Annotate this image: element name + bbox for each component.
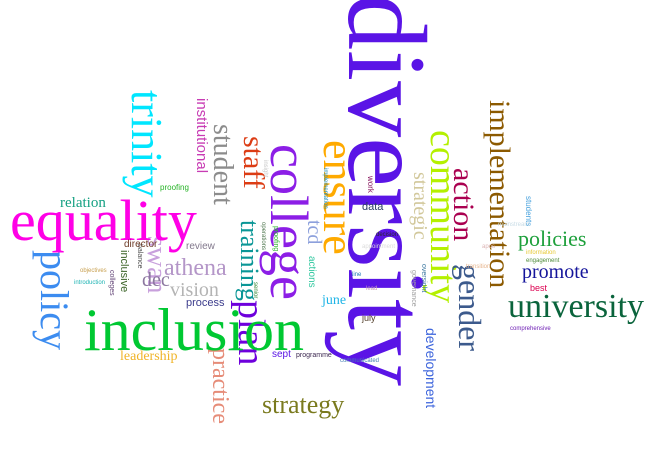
word-appointment: appointment	[362, 244, 396, 250]
word-inclusion: inclusion	[84, 297, 304, 363]
word-sept: sept	[272, 349, 291, 360]
word-actions: actions	[306, 256, 317, 288]
word-programme: programme	[296, 352, 332, 359]
word-equality: equality	[10, 188, 197, 253]
word-governance: governance	[410, 270, 417, 307]
word-relation: relation	[60, 195, 106, 211]
word-tcd: tcd	[303, 220, 325, 245]
word-best: best	[530, 283, 548, 293]
word-practice: practice	[207, 348, 233, 424]
word-gender: gender	[452, 264, 488, 352]
word-work: work	[366, 176, 375, 193]
word-athena: athena	[164, 255, 227, 281]
word-lead: lead	[366, 286, 378, 292]
word-introduction: introduction	[74, 280, 106, 286]
word-insight: insight	[262, 160, 268, 178]
word-objectives: objectives	[80, 268, 107, 274]
word-senior: senior	[252, 282, 258, 299]
word-diversity: diversity	[324, 0, 448, 386]
word-july: july	[362, 313, 376, 323]
word-inclusive: inclusive	[118, 250, 130, 293]
word-university: university	[508, 288, 644, 325]
word-action: action	[447, 168, 480, 242]
word-process: process	[186, 297, 225, 309]
word-strategy: strategy	[262, 390, 345, 419]
word-plan: plan	[230, 300, 272, 366]
word-students: students	[524, 196, 533, 227]
word-mainstream: mainstream	[498, 222, 530, 228]
word-line: line	[352, 272, 362, 278]
word-policy: policy	[32, 250, 77, 350]
word-comprehensive: comprehensive	[510, 326, 551, 332]
word-trinity: trinity	[122, 90, 171, 198]
word-leadership: leadership	[120, 349, 178, 364]
word-policies: policies	[518, 226, 587, 251]
word-development: development	[423, 328, 439, 409]
word-community: community	[422, 130, 464, 304]
word-operations: operations	[260, 222, 266, 251]
word-balance: balance	[136, 244, 143, 269]
word-engagement: engagement	[526, 258, 560, 264]
word-transition: transition	[466, 264, 491, 270]
word-strategic: strategic	[409, 172, 431, 240]
word-proofing: proofing	[272, 226, 279, 252]
word-proofing-h: proofing	[160, 183, 189, 192]
word-decision: decision	[376, 232, 399, 238]
word-training: training	[235, 220, 264, 301]
word-implementation-small: implementation	[322, 168, 328, 209]
word-oversight: oversight	[420, 264, 427, 293]
word-apos: apos	[482, 244, 496, 250]
word-promote: promote	[522, 261, 589, 283]
word-review: review	[186, 241, 215, 252]
word-vision: vision	[170, 279, 219, 301]
word-director: director	[124, 239, 158, 250]
word-dec: dec	[142, 269, 170, 291]
word-institutional: institutional	[193, 98, 210, 174]
word-june: june	[322, 293, 347, 308]
word-swan: swan	[141, 236, 172, 294]
word-information: information	[526, 250, 556, 256]
word-student: student	[207, 124, 238, 205]
word-data: data	[362, 201, 384, 213]
word-colleges: colleges	[108, 270, 115, 296]
word-staff: staff	[237, 136, 270, 189]
word-ensure: ensure	[314, 140, 363, 255]
word-implementation: implementation	[483, 100, 516, 289]
word-college: college	[259, 144, 319, 300]
word-communicated: communicated	[340, 358, 380, 364]
